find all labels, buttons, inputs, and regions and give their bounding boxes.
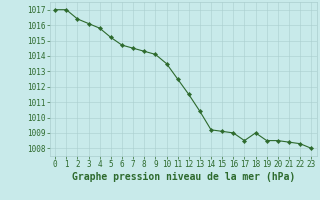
X-axis label: Graphe pression niveau de la mer (hPa): Graphe pression niveau de la mer (hPa)	[72, 172, 295, 182]
